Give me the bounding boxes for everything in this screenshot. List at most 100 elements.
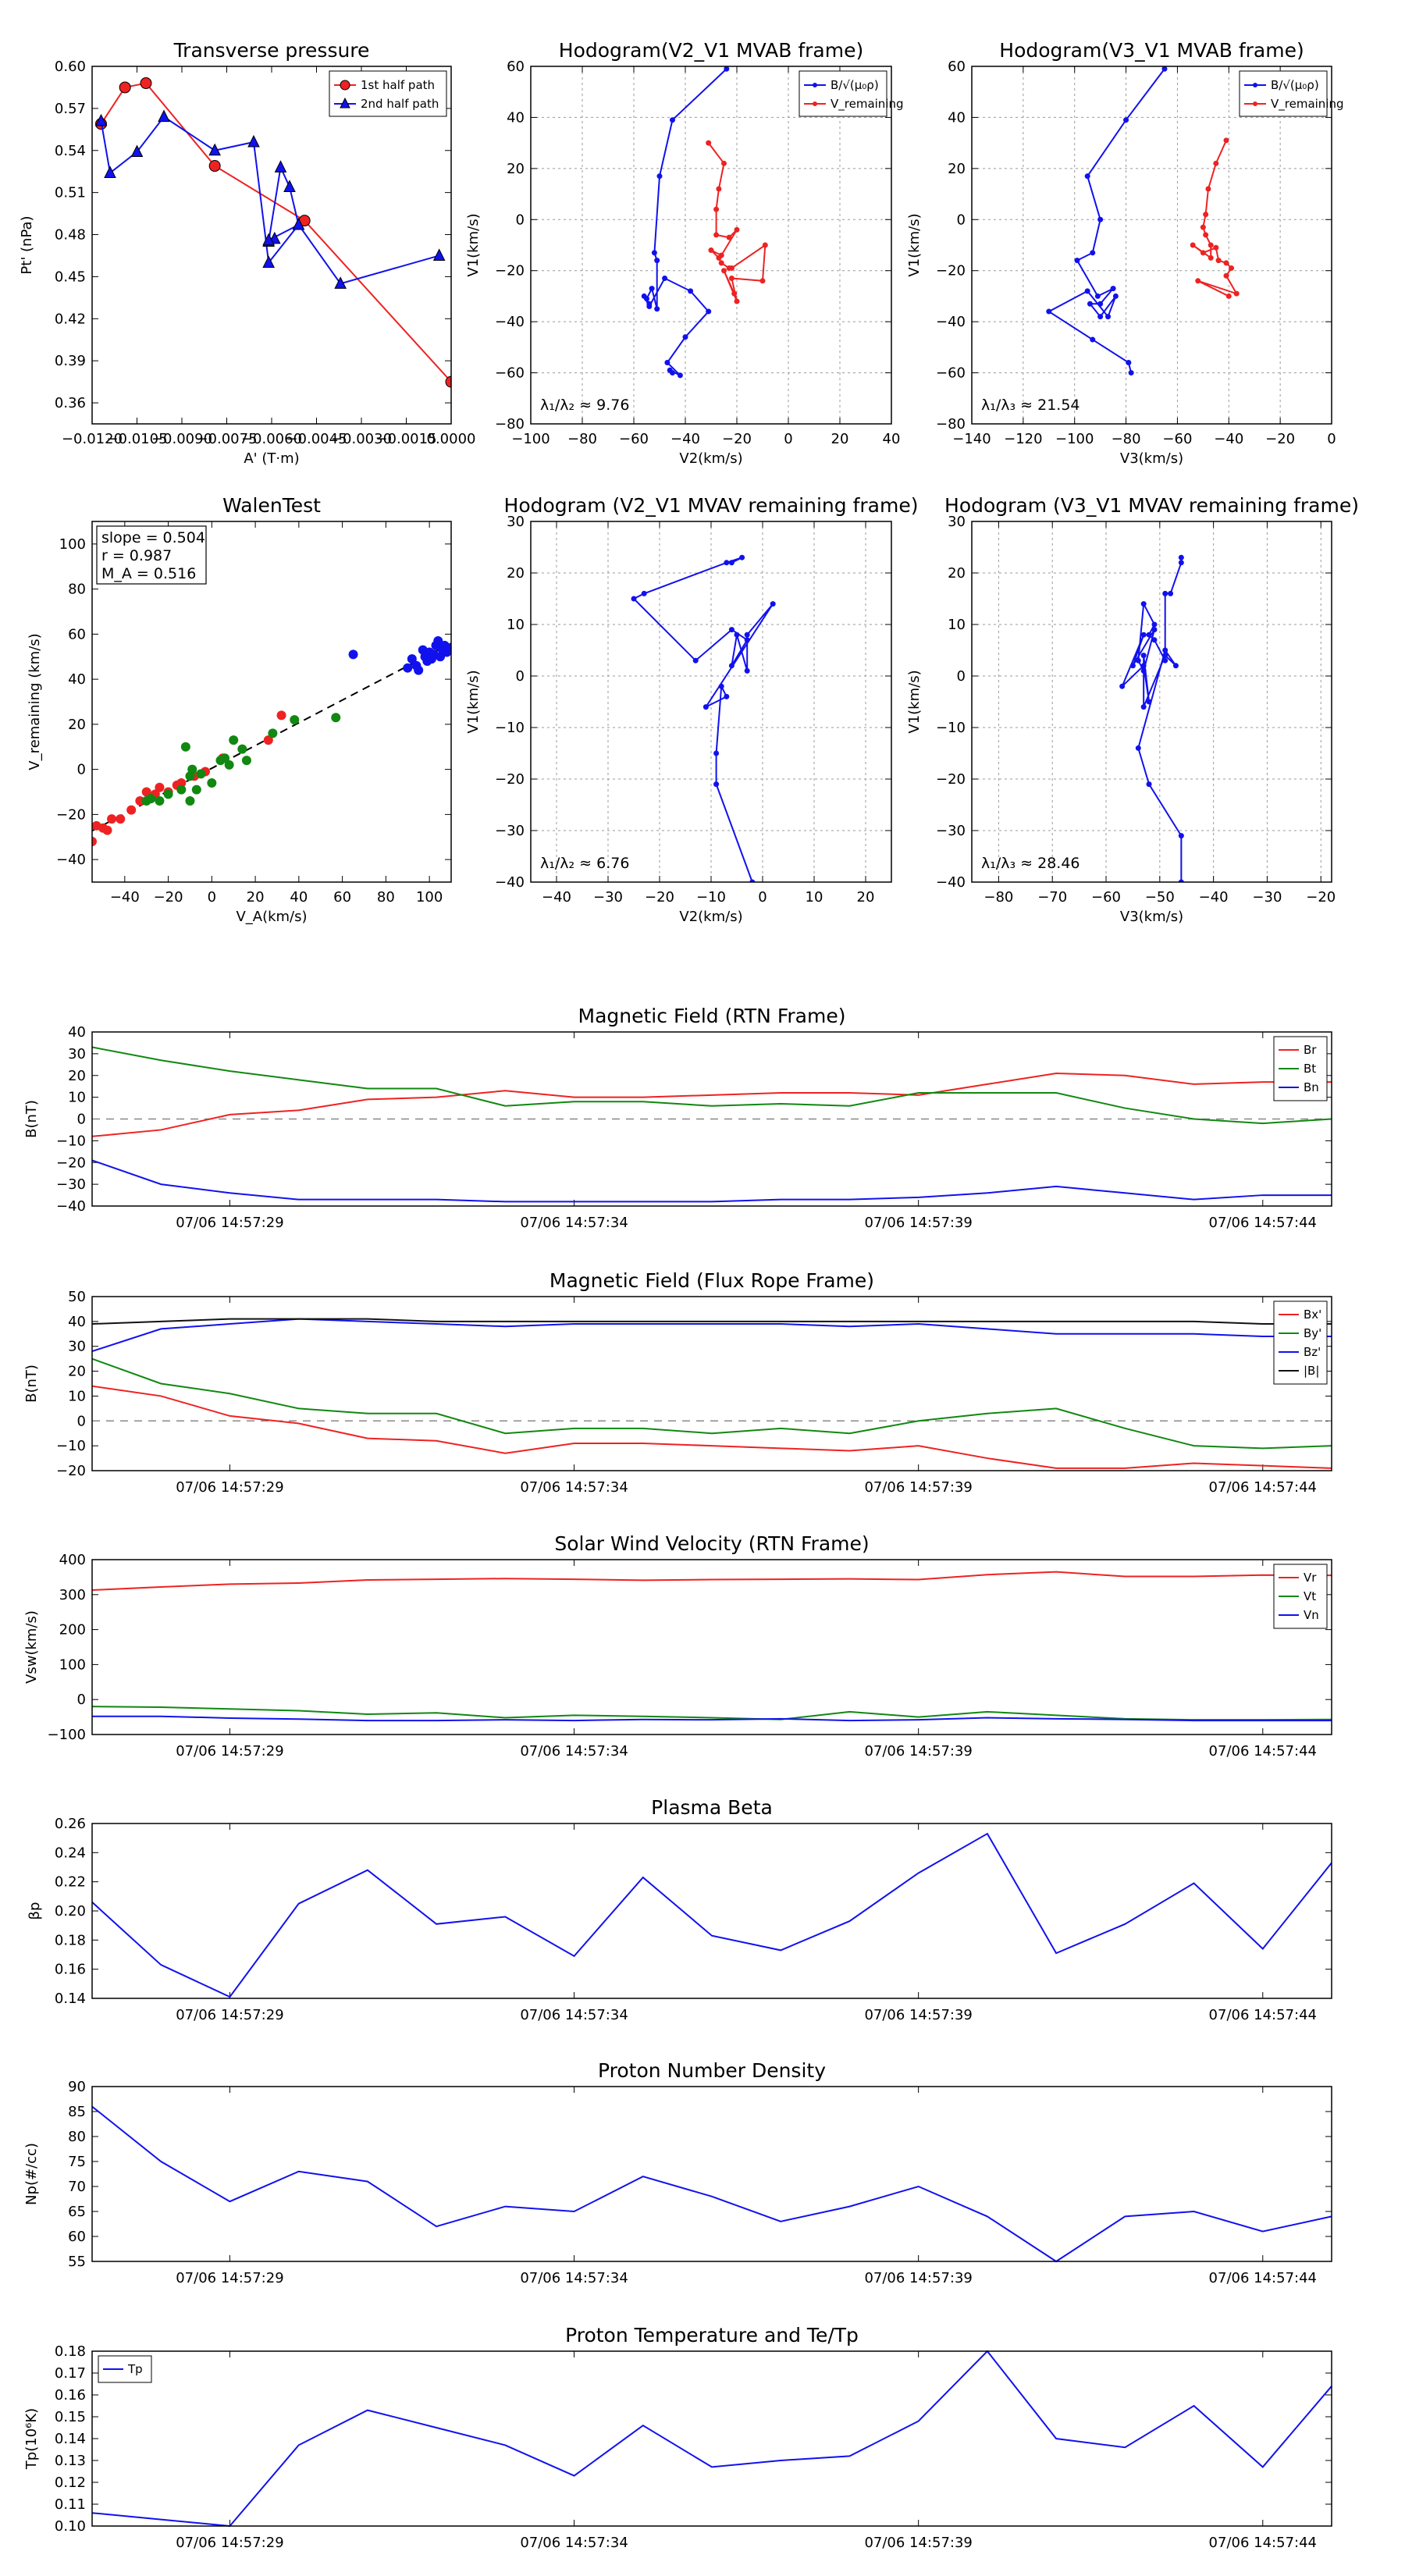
x-tick-label: 07/06 14:57:34 [520,1479,628,1496]
x-tick-label: −0.0105 [106,431,167,447]
x-tick-label: −40 [110,889,140,906]
y-tick-label: 0.36 [55,395,86,411]
data-point [713,781,720,788]
data-point [283,180,296,192]
data-point [721,268,727,274]
data-point [670,370,675,376]
y-tick-label: 0.26 [55,1816,86,1832]
data-point [1215,258,1222,264]
x-tick-label: −60 [619,431,649,447]
legend-marker [1253,101,1257,106]
legend-marker [813,101,817,106]
x-tick-label: 10 [806,889,823,906]
data-point [1229,265,1235,271]
x-tick-label: −0.0030 [331,431,392,447]
x-tick-label: 07/06 14:57:34 [520,2535,628,2551]
data-point [290,715,300,725]
x-tick-label: 07/06 14:57:29 [176,2007,283,2023]
data-point [1151,621,1158,628]
data-point [237,744,247,754]
y-tick-label: 60 [68,626,86,642]
data-point [92,837,97,847]
x-tick-label: 07/06 14:57:39 [864,1479,972,1496]
data-point [1205,186,1211,192]
chart-beta: 0.14 0.16 0.18 0.20 0.22 0.24 0.26 07/06 14:57:… [27,1796,1332,2023]
y-tick-label: 50 [68,1289,86,1305]
data-point [744,637,750,643]
y-tick-label: 10 [507,617,525,633]
legend-label: Br [1304,1043,1317,1057]
hodo3-title: Hodogram (V2_V1 MVAV remaining frame) [504,494,919,517]
data-point [263,735,273,745]
data-point [728,663,735,669]
y-tick-label: −40 [56,1198,86,1215]
y-tick-label: 0.18 [55,2343,86,2360]
series-b-line [91,1318,1332,1325]
x-tick-label: 07/06 14:57:29 [176,1215,283,1231]
data-point [241,756,251,766]
data-point [1112,293,1119,299]
y-tick-label: 0.22 [55,1874,86,1891]
y-tick-label: 40 [507,109,525,126]
chart-tp: 0.10 0.11 0.12 0.13 0.14 0.15 0.16 0.17 0.18 07/0… [23,2324,1332,2551]
y-tick-label: −40 [56,852,86,868]
vsw-ylabel: Vsw(km/s) [23,1610,40,1684]
data-point [1126,359,1132,365]
data-point [176,777,187,788]
y-tick-label: 0.45 [55,269,86,285]
x-tick-label: −80 [567,431,597,447]
data-point [445,375,451,388]
y-tick-label: 75 [68,2154,86,2170]
legend-label: Bz' [1304,1345,1321,1359]
data-point [1097,216,1104,222]
x-tick-label: −60 [1162,431,1192,447]
x-tick-label: −100 [511,431,550,447]
series-line-0 [100,82,451,382]
data-point [276,710,286,720]
legend-label: B/√(μ₀ρ) [831,78,879,92]
data-point [446,642,451,653]
beta-frame [91,1823,1332,1999]
vsw-frame [91,1559,1332,1735]
y-tick-label: −30 [56,1176,86,1193]
x-tick-label: 40 [883,431,901,447]
y-tick-label: 100 [59,536,86,553]
data-point [1046,308,1052,315]
data-point [646,304,653,310]
chart-hodo4: −80 −70 −60 −50 −40 −30 −20 −40 −30 −20 −10 0 10 20 30… [906,494,1359,925]
data-point [724,560,730,566]
data-point [744,667,750,674]
chart-bfield: −40 −30 −20 −10 0 10 20 30 40 07/06 14:57:29 07/06… [23,1005,1332,1231]
data-point [631,596,637,602]
y-tick-label: −30 [495,823,525,839]
y-tick-label: −10 [936,720,966,736]
data-point [1146,699,1152,705]
x-tick-label: 07/06 14:57:34 [520,1215,628,1231]
data-point [1213,244,1219,251]
tp-title: Proton Temperature and Te/Tp [565,2324,859,2347]
y-tick-label: 80 [68,2129,86,2145]
data-point [1097,314,1104,320]
x-tick-label: −50 [1145,889,1175,906]
data-point [1190,242,1196,248]
legend-label: B/√(μ₀ρ) [1271,78,1319,92]
x-tick-label: 07/06 14:57:39 [864,2270,972,2286]
y-tick-label: −20 [56,806,86,823]
legend-label: 1st half path [361,78,435,92]
legend-label: V_remaining [831,97,904,112]
y-tick-label: −40 [495,874,525,891]
frfield-title: Magnetic Field (Flux Rope Frame) [550,1269,874,1292]
frfield-ylabel: B(nT) [23,1364,40,1403]
x-tick-label: 07/06 14:57:39 [864,2535,972,2551]
data-point [1208,254,1214,261]
data-point [220,753,230,763]
ratio-annotation: λ₁/λ₂ ≈ 9.76 [540,397,629,414]
x-tick-label: −0.0045 [286,431,347,447]
y-tick-label: 60 [68,2229,86,2245]
data-point [724,66,730,72]
legend-marker [1253,83,1257,87]
data-point [116,814,126,824]
y-tick-label: 0.12 [55,2475,86,2491]
data-point [728,560,735,566]
plot-area [1046,66,1240,376]
